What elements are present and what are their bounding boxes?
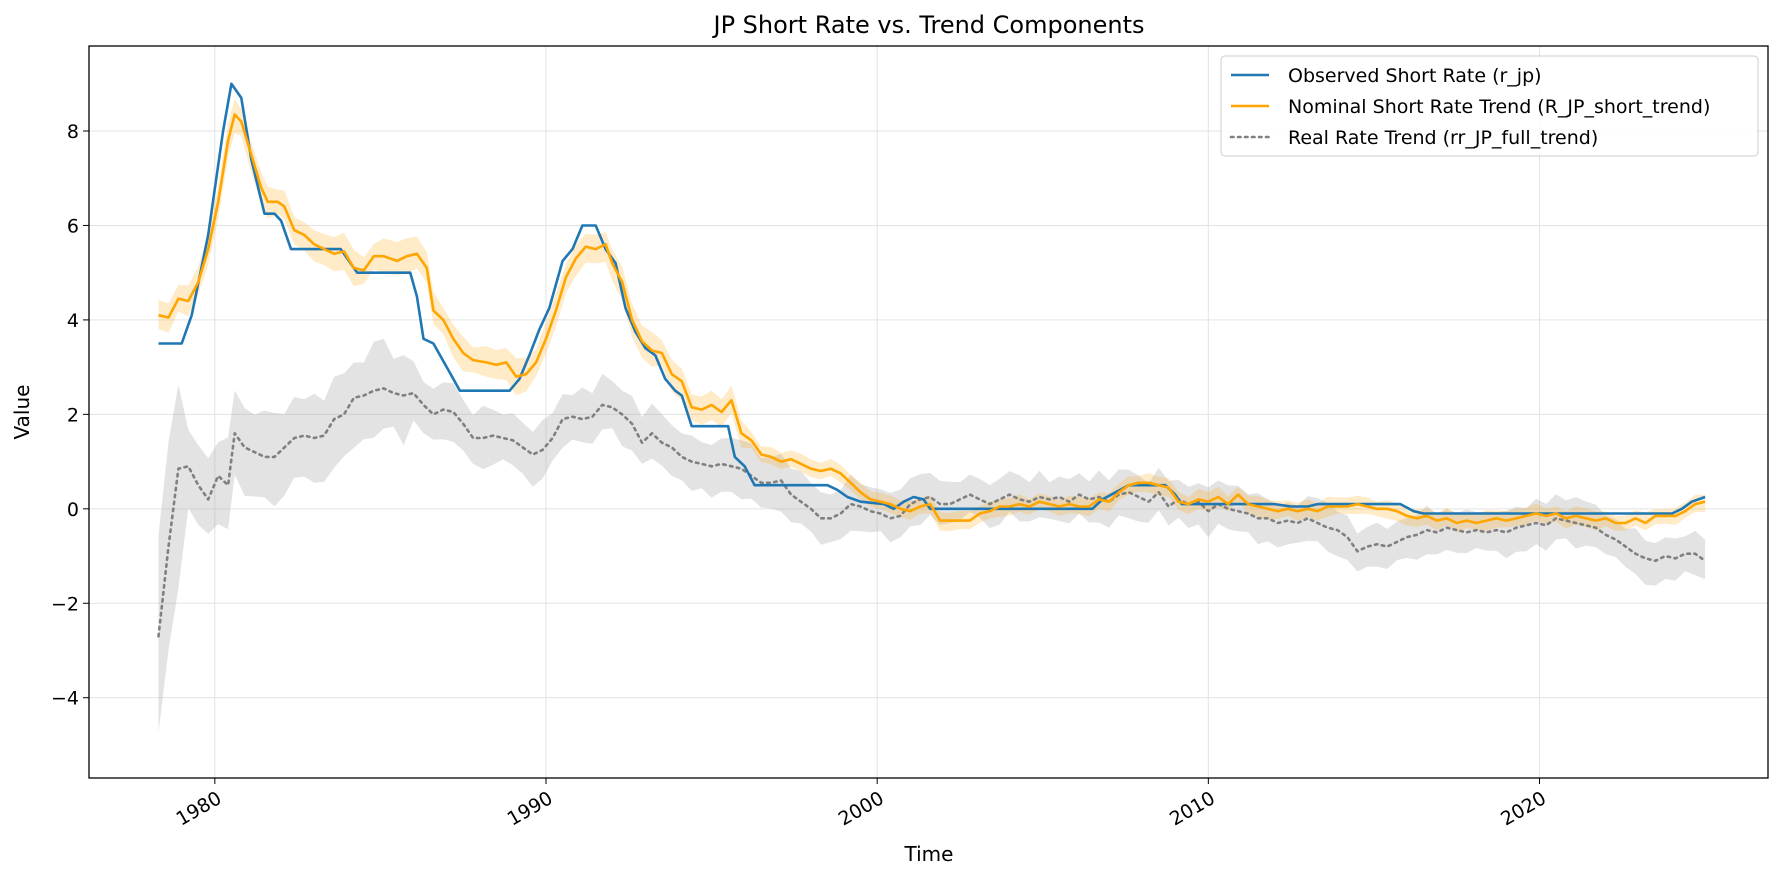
legend-label: Nominal Short Rate Trend (R_JP_short_tre… — [1288, 96, 1710, 118]
grid-lines — [89, 46, 1768, 778]
chart-title: JP Short Rate vs. Trend Components — [712, 11, 1145, 39]
x-tick-label: 2020 — [1497, 787, 1550, 830]
y-tick-label: 0 — [67, 499, 79, 521]
y-tick-label: 4 — [67, 310, 79, 332]
confidence-bands — [158, 99, 1706, 733]
x-tick-label: 1980 — [172, 787, 225, 830]
series-line-2 — [157, 387, 1707, 638]
y-tick-label: 8 — [67, 121, 79, 143]
y-axis-label: Value — [10, 385, 34, 440]
series-lines — [157, 82, 1707, 638]
series-line-1 — [158, 113, 1706, 525]
x-tick-label: 1990 — [504, 787, 557, 830]
plot-frame — [88, 45, 1769, 779]
x-axis-label: Time — [904, 842, 954, 866]
x-tick-label: 2000 — [835, 787, 888, 830]
y-tick-label: −4 — [51, 688, 79, 710]
y-tick-label: 2 — [67, 404, 79, 426]
legend-label: Observed Short Rate (r_jp) — [1288, 65, 1542, 87]
band-real-rate — [158, 338, 1706, 733]
y-tick-label: −2 — [51, 593, 79, 615]
legend-label: Real Rate Trend (rr_JP_full_trend) — [1288, 127, 1598, 149]
legend-box — [1220, 55, 1759, 157]
x-tick-label: 2010 — [1166, 787, 1219, 830]
legend: Observed Short Rate (r_jp) Nominal Short … — [1220, 55, 1759, 157]
y-tick-label: 6 — [67, 215, 79, 237]
band-nominal-trend — [158, 99, 1706, 533]
